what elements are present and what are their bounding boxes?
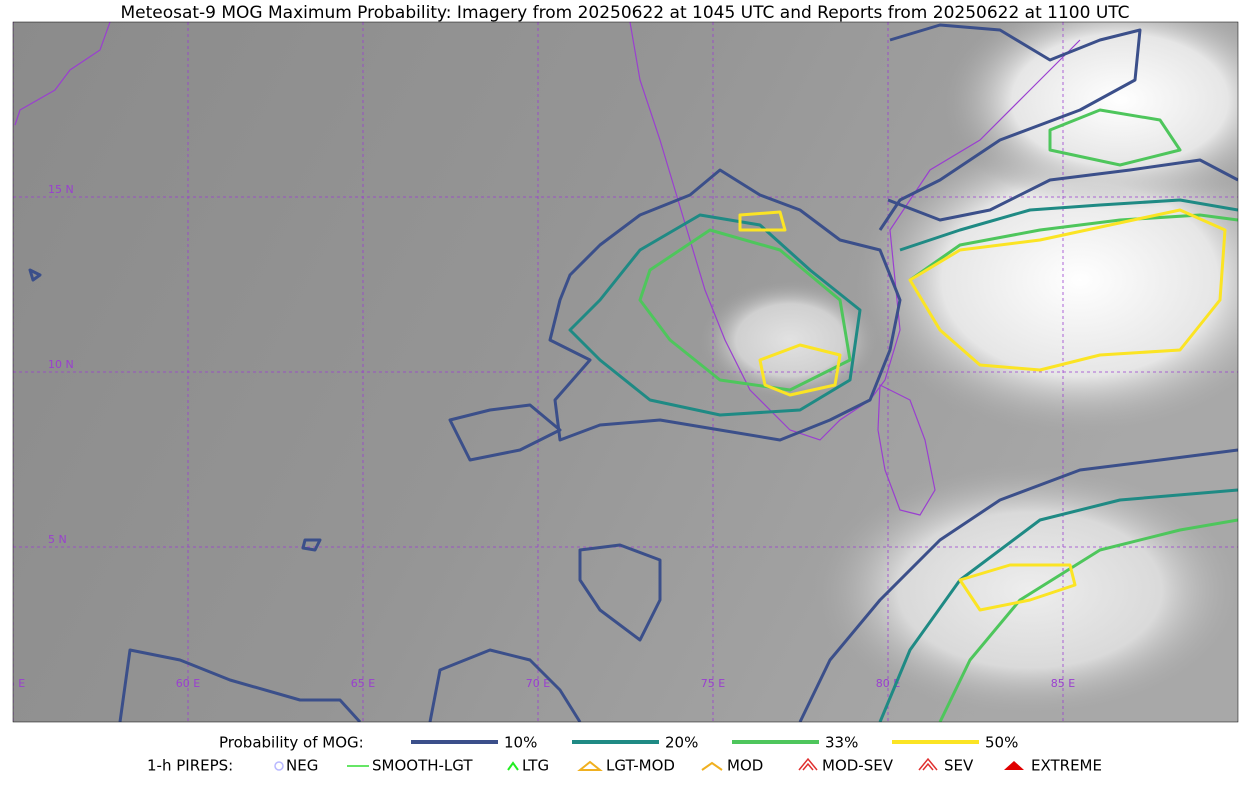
legend-title: Probability of MOG:: [219, 734, 364, 752]
cloud: [700, 280, 880, 400]
map-frame: [12, 21, 1239, 723]
contour: [118, 648, 362, 722]
lon-label: 60 E: [176, 677, 200, 690]
contour: [878, 488, 1238, 722]
pirep-icon: [918, 757, 938, 771]
map: 15 N10 N5 N55 E 60 E 65 E 70 E 75 E 80 E 85 E: [1, 22, 1238, 722]
contour: [301, 538, 322, 552]
contour: [638, 228, 852, 392]
pirep-icon: [798, 757, 818, 771]
legend: Probability of MOG: 10% 20% 33% 50% 1-h PIREP…: [147, 734, 1102, 775]
contour: [758, 343, 842, 397]
contour: [578, 543, 662, 642]
contour: [878, 23, 1142, 231]
coastline: [14, 22, 111, 126]
contour: [568, 213, 862, 417]
contour: [738, 210, 787, 232]
legend-label: 20%: [665, 734, 698, 752]
contours: [28, 23, 1238, 722]
pirep-label: EXTREME: [1031, 757, 1102, 775]
pirep-icon: [1004, 761, 1024, 770]
lon-label: 65 E: [351, 677, 375, 690]
pirep-label: SEV: [944, 757, 974, 775]
legend-label: 33%: [825, 734, 858, 752]
contour: [908, 208, 1227, 372]
contour: [798, 448, 1238, 722]
lat-label: 10 N: [48, 358, 74, 371]
pirep-label: SMOOTH-LGT: [372, 757, 473, 775]
contour: [548, 168, 902, 442]
contour: [899, 198, 1238, 252]
pirep-label: LGT-MOD: [606, 757, 675, 775]
contour: [938, 518, 1238, 722]
pirep-icon: [274, 761, 284, 771]
coastline: [629, 22, 1081, 441]
lon-label: 75 E: [701, 677, 725, 690]
legend-label: 50%: [985, 734, 1018, 752]
contour: [1048, 108, 1182, 167]
pirep-label: LTG: [522, 757, 549, 775]
pirep-label: NEG: [286, 757, 318, 775]
lat-label: 5 N: [48, 533, 67, 546]
contour: [887, 158, 1238, 222]
title: Meteosat-9 MOG Maximum Probability: Imag…: [120, 3, 1129, 23]
pirep-icon: [701, 761, 723, 771]
pirep-label: MOD: [727, 757, 763, 775]
graticule: 15 N10 N5 N55 E 60 E 65 E 70 E 75 E 80 E 85 E: [1, 22, 1238, 722]
contour: [428, 648, 582, 722]
contour: [28, 268, 42, 282]
lon-label: 70 E: [526, 677, 550, 690]
legend-label: 10%: [504, 734, 537, 752]
legend-title: 1-h PIREPS:: [147, 757, 233, 775]
pirep-icon: [577, 760, 603, 771]
pirep-label: MOD-SEV: [822, 757, 894, 775]
pirep-icon: [507, 761, 519, 771]
contour: [958, 563, 1077, 612]
cloud: [810, 460, 1238, 720]
contour: [909, 213, 1238, 282]
contour: [448, 403, 562, 462]
lon-label: 55 E: [1, 677, 25, 690]
coastline: [877, 384, 936, 516]
lat-label: 15 N: [48, 183, 74, 196]
lon-label: 85 E: [1051, 677, 1075, 690]
